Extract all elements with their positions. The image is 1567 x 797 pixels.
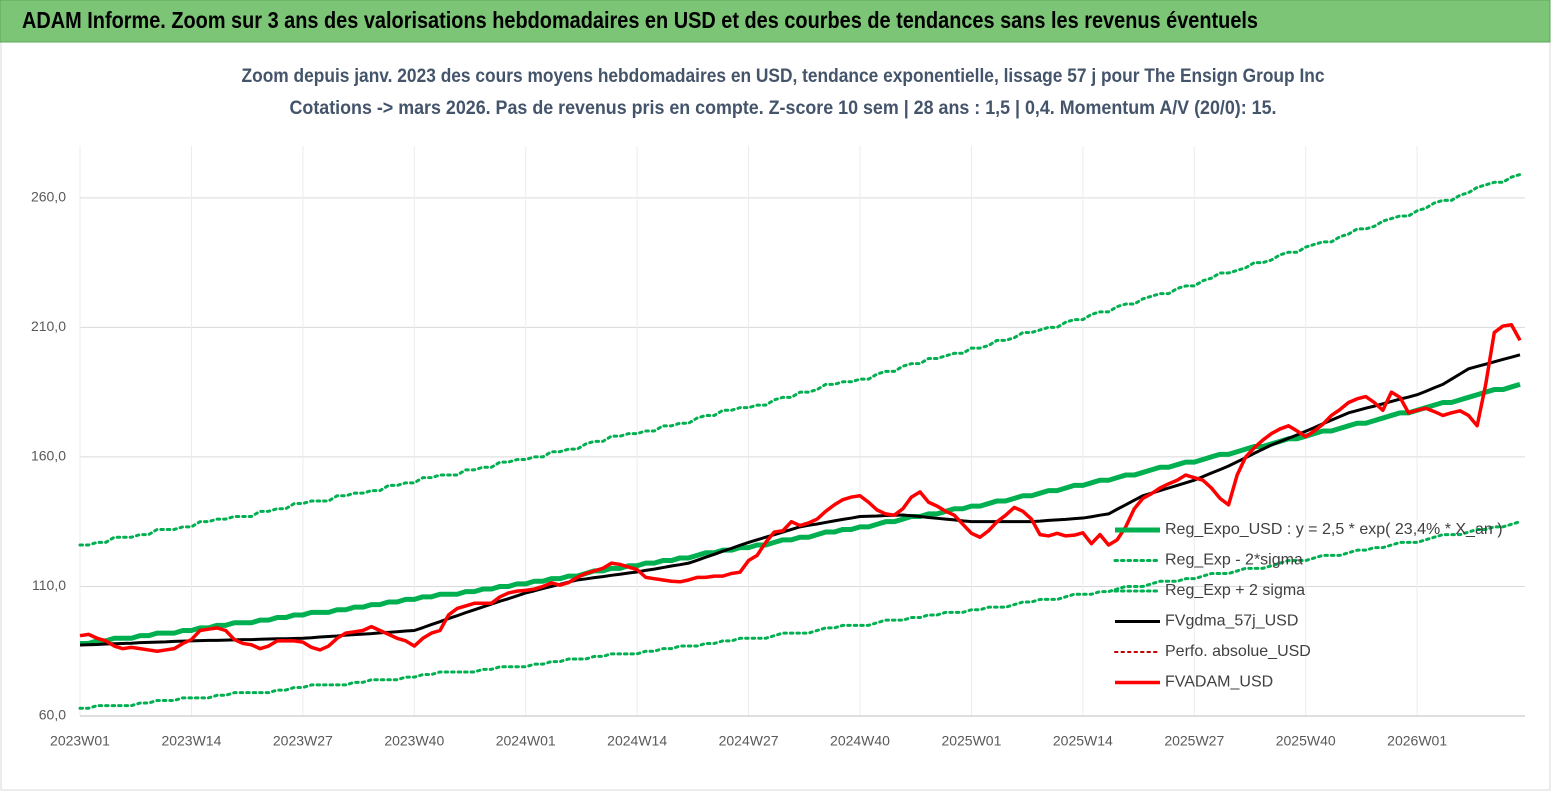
y-tick-label: 260,0	[31, 189, 66, 205]
x-tick-label: 2024W01	[496, 733, 556, 749]
y-tick-label: 160,0	[31, 448, 66, 464]
legend-label: Reg_Exp + 2 sigma	[1165, 582, 1305, 599]
x-tick-label: 2024W27	[719, 733, 779, 749]
x-tick-label: 2025W01	[941, 733, 1001, 749]
header: ADAM Informe. Zoom sur 3 ans des valoris…	[22, 7, 1258, 33]
x-tick-label: 2023W40	[384, 733, 444, 749]
series-line	[78, 173, 1522, 547]
header-bar	[0, 0, 1551, 43]
y-tick-label: 60,0	[39, 707, 66, 723]
legend-label: Perfo. absolue_USD	[1165, 643, 1311, 660]
plot	[78, 173, 1522, 710]
x-tick-label: 2026W01	[1387, 733, 1447, 749]
x-tick-label: 2023W01	[50, 733, 110, 749]
legend-label: Reg_Exp - 2*sigma	[1165, 552, 1303, 569]
x-tick-label: 2023W27	[273, 733, 333, 749]
series-line	[78, 520, 1522, 710]
legend-label: Reg_Expo_USD : y = 2,5 * exp( 23,4% * X_…	[1165, 521, 1503, 538]
x-tick-label: 2024W14	[607, 733, 667, 749]
y-tick-label: 110,0	[32, 577, 66, 593]
x-tick-label: 2024W40	[830, 733, 890, 749]
chart-subtitle: Cotations -> mars 2026. Pas de revenus p…	[290, 98, 1277, 119]
x-tick-label: 2023W14	[161, 733, 221, 749]
series-line	[79, 323, 1522, 653]
chart-title: Zoom depuis janv. 2023 des cours moyens …	[242, 66, 1325, 87]
legend: Reg_Expo_USD : y = 2,5 * exp( 23,4% * X_…	[1113, 521, 1503, 691]
y-tick-label: 210,0	[31, 318, 66, 334]
legend-label: FVgdma_57j_USD	[1165, 613, 1298, 630]
x-tick-label: 2025W14	[1053, 733, 1113, 749]
x-tick-label: 2025W40	[1276, 733, 1336, 749]
legend-label: FVADAM_USD	[1165, 674, 1273, 691]
x-tick-label: 2025W27	[1164, 733, 1224, 749]
